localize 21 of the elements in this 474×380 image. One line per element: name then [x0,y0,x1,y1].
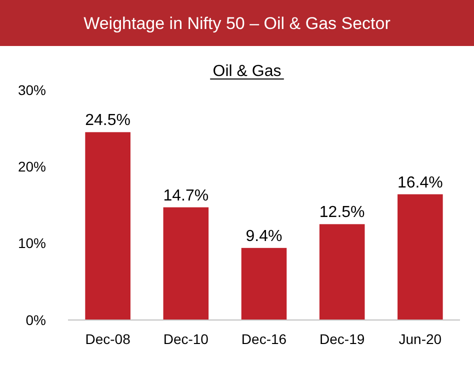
y-tick-label: 0% [26,312,46,328]
data-label: 16.4% [397,174,443,192]
chart-subtitle: Oil & Gas [212,63,282,80]
chart-title: Weightage in Nifty 50 – Oil & Gas Sector [84,14,391,33]
bar [163,207,209,320]
x-tick-label: Jun-20 [398,331,442,347]
x-tick-label: Dec-10 [163,331,209,347]
data-label: 24.5% [85,112,131,130]
bar [398,194,443,320]
x-tick-label: Dec-16 [241,331,287,347]
x-tick-label: Dec-08 [85,331,131,347]
data-label: 9.4% [246,228,282,245]
data-label: 12.5% [319,204,365,222]
bar [319,224,365,320]
x-tick-label: Dec-19 [320,331,365,347]
bar [85,132,130,320]
bar [241,248,287,320]
y-tick-label: 10% [18,235,46,252]
y-tick-label: 20% [18,158,46,175]
data-label: 14.7% [163,187,209,204]
y-tick-label: 30% [18,82,46,98]
